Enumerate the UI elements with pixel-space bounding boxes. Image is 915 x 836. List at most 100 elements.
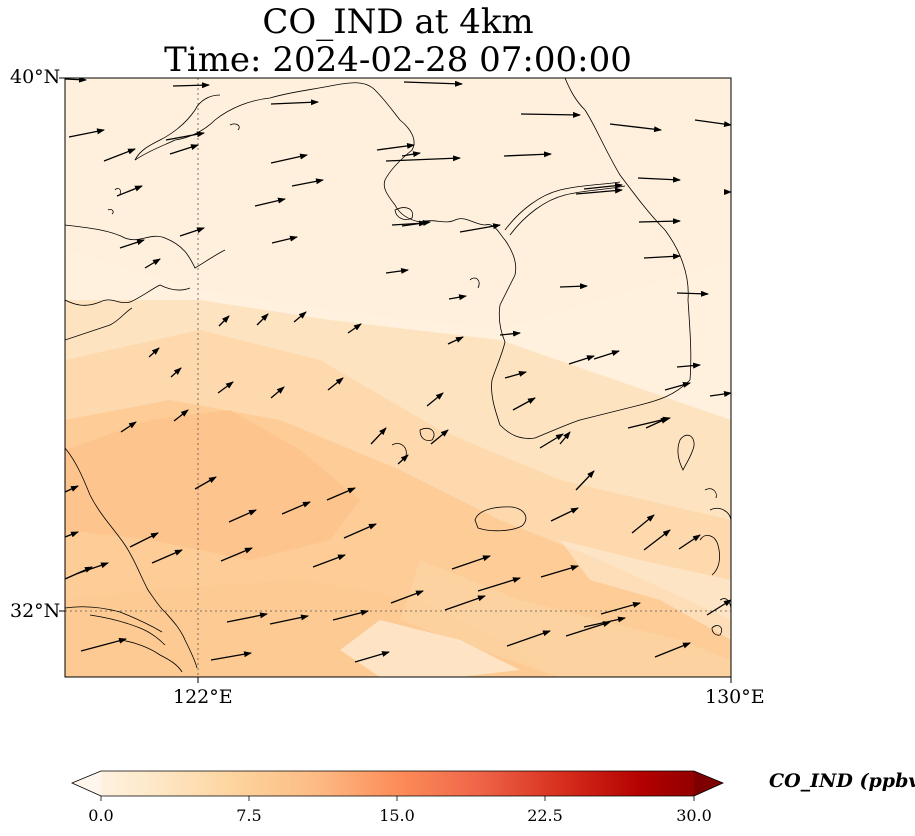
wind-vector	[397, 454, 409, 465]
lat-label-32n: 32°N	[10, 600, 61, 622]
wind-vector	[65, 485, 79, 493]
wind-vector	[664, 381, 691, 391]
wind-vector	[293, 311, 307, 323]
wind-vector	[600, 602, 641, 615]
colorbar-title: CO_IND (ppbv)	[769, 770, 915, 792]
wind-vector	[575, 470, 595, 491]
wind-vector	[270, 99, 319, 106]
wind-vector	[226, 612, 268, 623]
wind-vector	[444, 595, 486, 611]
wind-vector	[499, 330, 521, 337]
wind-vector	[210, 651, 252, 661]
lon-label-130e: 130°E	[705, 686, 765, 708]
wind-vector	[65, 531, 79, 538]
island-jeju	[474, 506, 527, 532]
wind-vector	[506, 630, 551, 647]
colorbar	[70, 770, 725, 801]
colorbar-label-3: 22.5	[527, 806, 563, 825]
wind-vector	[390, 590, 424, 604]
wind-vector	[169, 144, 199, 155]
wind-vector	[678, 534, 701, 550]
wind-vector	[65, 78, 87, 83]
wind-vector	[391, 220, 427, 227]
wind-vector	[643, 253, 681, 260]
wind-vector	[376, 142, 415, 151]
wind-vector	[370, 427, 387, 445]
wind-vector	[119, 239, 145, 249]
wind-vector	[426, 392, 444, 407]
wind-vector	[327, 377, 344, 391]
concentration-field	[65, 78, 731, 677]
wind-vector	[270, 386, 285, 399]
wind-vector	[631, 514, 655, 534]
colorbar-body	[72, 771, 723, 796]
wind-vector	[477, 577, 521, 592]
wind-vector	[256, 313, 269, 326]
wind-vector	[179, 227, 205, 237]
wind-vector	[430, 429, 449, 445]
wind-vector	[565, 621, 611, 637]
wind-vector	[194, 476, 217, 490]
wind-vector	[217, 381, 234, 394]
wind-vector	[270, 153, 308, 164]
island-3	[419, 427, 435, 441]
wind-vector	[539, 433, 564, 449]
wind-vector	[447, 336, 464, 345]
wind-vector	[559, 431, 571, 445]
wind-vector	[68, 128, 105, 138]
coast-liaodong-west	[134, 94, 221, 161]
island-1	[394, 207, 413, 220]
wind-vector	[218, 315, 230, 327]
wind-vector	[172, 82, 210, 89]
colorbar-extend-min	[72, 771, 101, 796]
wind-vector	[540, 565, 579, 578]
axis-ticks	[59, 77, 732, 683]
coast-korea-east	[564, 78, 692, 381]
wind-vector	[575, 187, 623, 195]
island-tsushima	[677, 434, 695, 471]
colorbar-label-0: 0.0	[88, 806, 114, 825]
wind-vector	[503, 151, 552, 158]
wind-vector	[271, 235, 298, 244]
wind-vector	[116, 185, 143, 197]
wind-vector	[312, 554, 346, 568]
wind-vector	[583, 182, 623, 190]
wind-vector	[151, 549, 183, 564]
island-2	[469, 277, 480, 289]
wind-vector	[676, 362, 701, 369]
coast-yangtze-south	[119, 639, 183, 673]
wind-vector	[75, 562, 109, 575]
wind-vector	[694, 119, 731, 128]
island-7	[107, 209, 114, 215]
island-japan-3	[699, 535, 720, 576]
coastlines	[65, 78, 731, 673]
wind-vector	[451, 555, 491, 570]
wind-vector	[148, 347, 160, 358]
wind-vector	[504, 371, 527, 379]
wind-vector	[228, 509, 257, 523]
wind-vector	[512, 397, 536, 411]
gridlines	[65, 78, 731, 677]
wind-vector	[459, 223, 501, 233]
border-dmz-2	[509, 185, 626, 236]
lon-label-122e: 122°E	[173, 686, 233, 708]
wind-vector	[120, 421, 137, 433]
colorbar-label-2: 15.0	[379, 806, 415, 825]
colorbar-extend-max	[694, 771, 723, 796]
wind-vector	[643, 529, 671, 551]
wind-vector	[354, 651, 390, 663]
wind-vector	[347, 323, 362, 334]
colorbar-label-1: 7.5	[236, 806, 262, 825]
lat-label-40n: 40°N	[10, 66, 61, 88]
coast-korea-south	[491, 379, 691, 439]
wind-vector	[568, 355, 595, 365]
wind-vector	[103, 148, 136, 162]
wind-vector	[609, 123, 662, 133]
wind-vector	[129, 532, 159, 548]
coast-shandong	[65, 307, 133, 341]
wind-vector	[173, 409, 189, 422]
coast-jiangsu	[65, 447, 198, 669]
wind-vector	[676, 290, 709, 297]
wind-vector	[593, 350, 620, 360]
